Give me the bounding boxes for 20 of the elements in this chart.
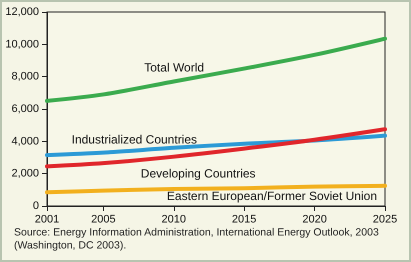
x-tick-label: 2020: [302, 214, 327, 226]
series-label: Industrialized Countries: [72, 132, 198, 147]
y-tick-label: 2,000: [11, 168, 39, 180]
y-tick-label: 0: [32, 200, 39, 212]
line-series: [45, 36, 387, 103]
y-tick-label: 6,000: [11, 103, 39, 115]
y-tick-label: 12,000: [5, 6, 39, 18]
y-tick-label: 4,000: [11, 135, 39, 148]
line-series: [45, 127, 387, 168]
y-tick-label: 10,000: [5, 38, 39, 50]
x-tick-label: 2015: [232, 214, 256, 226]
series-label: Total World: [144, 60, 204, 75]
x-tick-label: 2025: [372, 214, 398, 226]
x-tick-label: 2001: [34, 214, 60, 226]
x-tick-label: 2010: [162, 214, 186, 226]
y-tick-label: 8,000: [11, 70, 39, 83]
series-label: Eastern European/Former Soviet Union: [166, 188, 377, 203]
series-label: Developing Countries: [140, 166, 256, 181]
x-tick-label: 2005: [91, 214, 116, 226]
source-note: Source: Energy Information Administration, International Energy Outlook, 2003 (Washington, DC 2003).: [14, 226, 382, 252]
